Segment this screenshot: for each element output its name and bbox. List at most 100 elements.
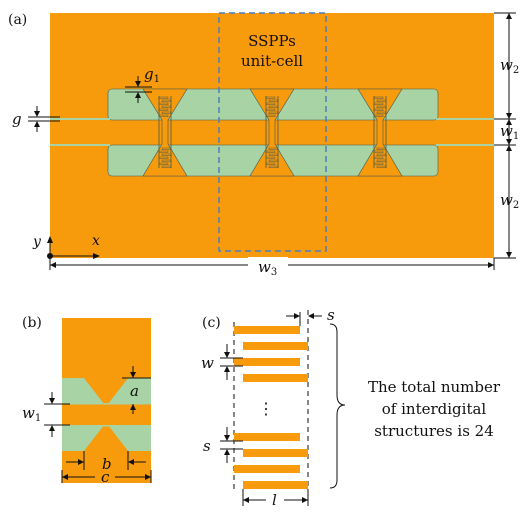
dim-a-label: a bbox=[130, 382, 139, 400]
note-line-1: The total number bbox=[368, 378, 501, 396]
dim-s-top-label: s bbox=[327, 306, 335, 324]
finger bbox=[158, 108, 169, 111]
finger bbox=[265, 150, 276, 153]
unit-cell-title-line2: unit-cell bbox=[241, 52, 303, 70]
upper-slot-gap bbox=[50, 118, 110, 120]
dim-l-label: l bbox=[272, 491, 277, 509]
finger bbox=[373, 114, 384, 117]
dim-s-mid: s bbox=[203, 427, 243, 463]
panel-b: (b) a w1 bbox=[22, 315, 152, 486]
upper-slot-gap-right bbox=[436, 118, 494, 120]
dim-g: g bbox=[12, 106, 60, 132]
dim-w-label: w bbox=[201, 354, 214, 372]
dim-g1: g1 bbox=[125, 65, 160, 103]
dim-b-w1-label: w1 bbox=[22, 404, 41, 424]
panel-c-label: (c) bbox=[202, 315, 221, 331]
finger bbox=[161, 111, 172, 114]
finger bbox=[161, 159, 172, 162]
finger bbox=[268, 111, 279, 114]
finger bbox=[268, 105, 279, 108]
finger bbox=[161, 153, 172, 156]
finger bbox=[268, 147, 279, 150]
dim-c: c bbox=[61, 468, 152, 486]
finger bbox=[265, 156, 276, 159]
finger bbox=[234, 326, 300, 334]
dim-w2-bottom-label: w2 bbox=[500, 191, 519, 211]
right-brace bbox=[329, 323, 346, 489]
unit-cell bbox=[249, 88, 295, 177]
bowtie-patch bbox=[249, 88, 295, 177]
finger bbox=[161, 99, 172, 102]
finger bbox=[268, 153, 279, 156]
finger bbox=[161, 105, 172, 108]
finger bbox=[265, 162, 276, 165]
finger bbox=[161, 165, 172, 168]
axis-x-label: x bbox=[92, 233, 100, 249]
interdigital-fingers bbox=[265, 96, 279, 168]
finger bbox=[268, 165, 279, 168]
panel-a-label: (a) bbox=[8, 12, 27, 28]
finger bbox=[268, 99, 279, 102]
finger bbox=[373, 108, 384, 111]
finger bbox=[243, 342, 308, 350]
finger bbox=[243, 374, 308, 382]
unit-cell-gap-top bbox=[62, 403, 151, 405]
finger bbox=[376, 111, 387, 114]
finger bbox=[234, 465, 300, 473]
dim-s-top: s bbox=[286, 306, 335, 326]
interdigital-fingers bbox=[373, 96, 387, 168]
coordinate-axes: y x bbox=[32, 233, 100, 259]
lower-slot-gap-right bbox=[436, 144, 494, 146]
finger bbox=[265, 114, 276, 117]
dim-b-w1: w1 bbox=[22, 392, 70, 437]
dim-w2-top-label: w2 bbox=[500, 56, 519, 76]
unit-cell-outline bbox=[218, 12, 327, 252]
unit-cell-gap-bottom bbox=[62, 425, 151, 427]
finger bbox=[158, 114, 169, 117]
dim-b-label: b bbox=[102, 455, 112, 473]
dim-g-label: g bbox=[12, 110, 22, 128]
note-line-2: of interdigital bbox=[382, 400, 487, 418]
dim-g1-label: g1 bbox=[144, 65, 160, 85]
unit-cell bbox=[357, 88, 403, 177]
finger bbox=[161, 147, 172, 150]
dim-w3-label: w3 bbox=[258, 258, 277, 278]
unit-cell-bowtie bbox=[84, 378, 128, 451]
finger bbox=[265, 102, 276, 105]
note-line-3: structures is 24 bbox=[374, 422, 494, 440]
unit-cell-title-line1: SSPPs bbox=[248, 32, 296, 50]
dim-right: w2 w1 w2 bbox=[494, 12, 519, 259]
finger bbox=[243, 481, 308, 489]
finger bbox=[234, 358, 300, 366]
axis-y-label: y bbox=[32, 234, 42, 250]
finger bbox=[158, 156, 169, 159]
interdigital-fingers bbox=[158, 96, 172, 168]
finger bbox=[243, 449, 308, 457]
dim-c-label: c bbox=[101, 468, 110, 486]
finger bbox=[373, 150, 384, 153]
sspp-unit-cells bbox=[142, 88, 403, 177]
finger bbox=[373, 156, 384, 159]
finger bbox=[373, 102, 384, 105]
dim-b: b bbox=[66, 451, 146, 473]
finger bbox=[265, 96, 276, 99]
dim-s-mid-label: s bbox=[203, 437, 211, 455]
finger bbox=[158, 162, 169, 165]
dim-w: w bbox=[201, 344, 243, 380]
finger bbox=[373, 162, 384, 165]
dim-w1-label: w1 bbox=[500, 122, 519, 142]
fingers-ellipsis: ⋮ bbox=[258, 399, 274, 418]
interdigital-fingers-detail bbox=[234, 326, 308, 489]
dim-w3: w3 bbox=[49, 257, 495, 278]
unit-cell bbox=[142, 88, 188, 177]
finger bbox=[158, 96, 169, 99]
bowtie-patch bbox=[142, 88, 188, 177]
finger bbox=[158, 150, 169, 153]
bowtie-patch bbox=[357, 88, 403, 177]
finger bbox=[376, 153, 387, 156]
finger bbox=[265, 108, 276, 111]
panel-c: (c) ⋮ s bbox=[201, 306, 501, 509]
finger bbox=[376, 165, 387, 168]
lower-slot-gap bbox=[50, 144, 110, 146]
